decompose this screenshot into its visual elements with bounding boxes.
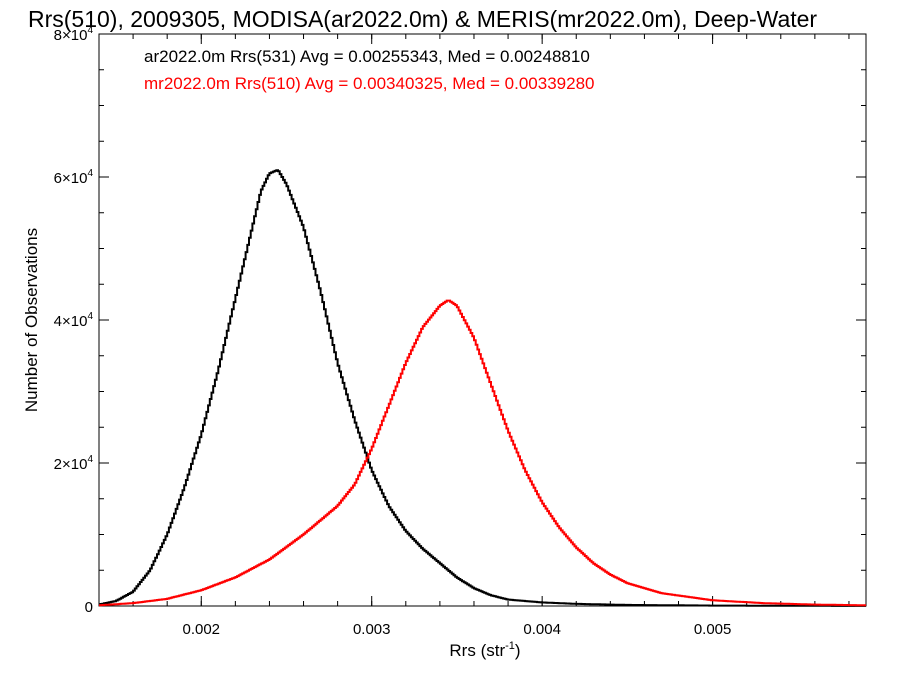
- x-tick-label: 0.002: [182, 621, 220, 638]
- y-tick-label: 0: [85, 599, 93, 616]
- y-tick-exponent: 4: [87, 168, 93, 179]
- y-tick-label: 8×104: [54, 25, 94, 44]
- y-tick-base: 2×10: [54, 456, 88, 473]
- y-tick-exponent: 4: [87, 25, 93, 36]
- series-layer: [99, 169, 866, 607]
- x-tick-label: 0.004: [523, 621, 561, 638]
- y-tick-base: 4×10: [54, 313, 88, 330]
- y-tick-exponent: 4: [87, 454, 93, 465]
- x-tick-label: 0.003: [353, 621, 391, 638]
- x-tick-label: 0.005: [694, 621, 732, 638]
- histogram-series-1: [99, 169, 866, 607]
- y-tick-label: 2×104: [54, 454, 94, 473]
- y-tick-label: 6×104: [54, 168, 94, 187]
- legend: ar2022.0m Rrs(531) Avg = 0.00255343, Med…: [144, 47, 595, 93]
- histogram-series-2: [99, 299, 866, 607]
- chart-title: Rrs(510), 2009305, MODISA(ar2022.0m) & M…: [28, 6, 817, 32]
- y-tick-base: 8×10: [54, 27, 88, 44]
- plot-frame: [98, 33, 867, 607]
- y-tick-label: 4×104: [54, 311, 94, 330]
- legend-entry-1: ar2022.0m Rrs(531) Avg = 0.00255343, Med…: [144, 47, 590, 66]
- legend-entry-2: mr2022.0m Rrs(510) Avg = 0.00340325, Med…: [144, 74, 595, 93]
- x-axis-label: Rrs (str-1): [449, 640, 520, 660]
- y-axis-label: Number of Observations: [22, 228, 41, 412]
- axis-ticks: 0.002 0.003 0.004 0.00502×1044×1046×1048×10…: [54, 25, 866, 638]
- y-tick-base: 6×10: [54, 170, 88, 187]
- y-tick-exponent: 4: [87, 311, 93, 322]
- y-tick-base: 0: [85, 599, 93, 616]
